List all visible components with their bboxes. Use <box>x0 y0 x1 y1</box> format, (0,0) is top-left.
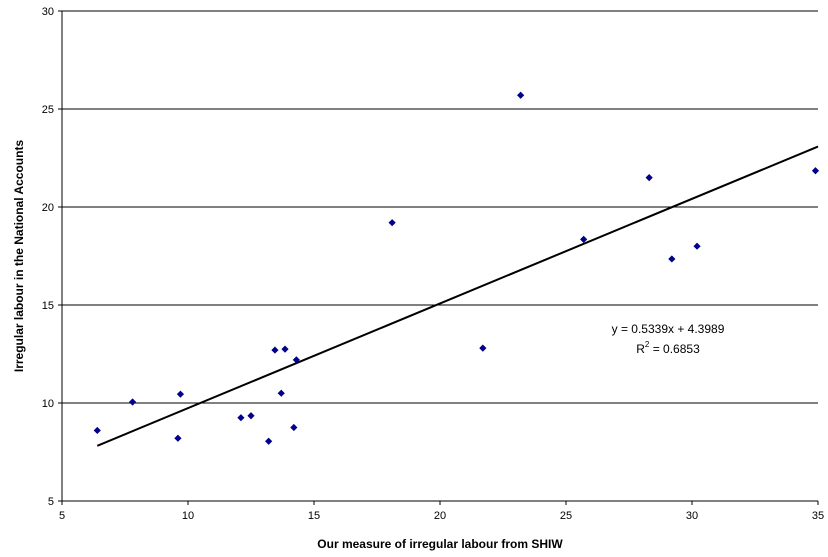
r-squared-superscript: 2 <box>645 340 650 349</box>
data-point-12 <box>388 219 396 227</box>
data-point-9 <box>281 345 289 353</box>
data-points <box>93 91 820 445</box>
y-tick-label-3: 20 <box>42 202 54 214</box>
data-point-16 <box>645 174 653 182</box>
data-point-7 <box>271 346 279 354</box>
x-tick-label-1: 10 <box>182 510 194 522</box>
x-axis-title: Our measure of irregular labour from SHI… <box>317 537 563 551</box>
data-point-18 <box>693 242 701 250</box>
data-point-4 <box>237 414 245 422</box>
data-point-17 <box>668 255 676 263</box>
y-axis-title: Irregular labour in the National Account… <box>12 140 26 373</box>
y-tick-label-5: 30 <box>42 6 54 18</box>
x-tick-labels: 5 10 15 20 25 30 35 <box>59 510 824 522</box>
y-tick-label-0: 5 <box>48 496 54 508</box>
data-point-8 <box>277 389 285 397</box>
axes <box>58 10 819 505</box>
y-tick-label-4: 25 <box>42 104 54 116</box>
r-squared-prefix: R <box>636 342 645 356</box>
x-tick-label-6: 35 <box>812 510 824 522</box>
data-point-3 <box>176 390 185 398</box>
data-point-2 <box>174 434 182 442</box>
data-point-14 <box>517 91 525 99</box>
data-point-6 <box>265 437 273 445</box>
x-tick-label-0: 5 <box>59 510 65 522</box>
data-point-5 <box>247 412 255 420</box>
x-tick-label-2: 15 <box>308 510 320 522</box>
data-point-0 <box>93 426 101 435</box>
x-tick-label-3: 20 <box>434 510 446 522</box>
y-tick-labels: 5 10 15 20 25 30 <box>42 6 54 508</box>
data-point-11 <box>292 356 300 364</box>
x-tick-label-5: 30 <box>686 510 698 522</box>
trendline <box>96 145 819 447</box>
trendline-equation: y = 0.5339x + 4.3989 <box>612 322 725 336</box>
y-tick-label-2: 15 <box>42 300 54 312</box>
gridlines <box>62 10 818 404</box>
data-point-19 <box>811 167 820 175</box>
r-squared-label: R2 = 0.6853 <box>636 340 700 356</box>
r-squared-value: = 0.6853 <box>649 342 700 356</box>
data-point-15 <box>580 235 588 243</box>
data-point-10 <box>290 423 298 432</box>
data-point-13 <box>479 344 487 352</box>
x-tick-label-4: 25 <box>560 510 572 522</box>
y-tick-label-1: 10 <box>42 398 54 410</box>
data-point-1 <box>128 398 137 406</box>
